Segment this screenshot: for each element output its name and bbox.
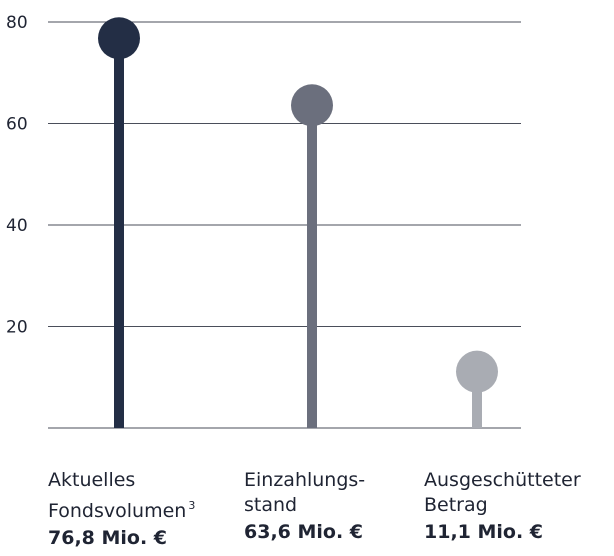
footnote-marker: 3 xyxy=(188,499,196,512)
stem-aktuelles-fondsvolumen xyxy=(114,38,124,429)
stem-ausgesch-tteter-betrag xyxy=(472,371,482,428)
category-line1: Ausgeschütteter xyxy=(424,469,581,491)
dot-ausgesch-tteter-betrag xyxy=(456,350,498,393)
category-label-ausgeschuetteter-betrag: Ausgeschütteter Betrag 11,1 Mio. € xyxy=(424,468,599,545)
dot-einzahlungsstand xyxy=(291,84,333,127)
category-line2: Betrag xyxy=(424,494,488,516)
y-tick-label-40: 40 xyxy=(6,216,28,236)
stem-einzahlungsstand xyxy=(307,105,317,428)
category-line1: Einzahlungs- xyxy=(244,469,366,491)
y-tick-label-60: 60 xyxy=(6,115,28,135)
value-label: 76,8 Mio. € xyxy=(48,527,168,549)
category-line2: Fondsvolumen xyxy=(48,500,187,522)
category-label-einzahlungsstand: Einzahlungs- stand 63,6 Mio. € xyxy=(244,468,419,545)
y-tick-label-80: 80 xyxy=(6,13,28,33)
category-label-fondsvolumen: Aktuelles Fondsvolumen 3 76,8 Mio. € xyxy=(48,468,223,551)
value-label: 63,6 Mio. € xyxy=(244,521,364,543)
category-line2: stand xyxy=(244,494,298,516)
y-tick-label-20: 20 xyxy=(6,318,28,338)
dot-aktuelles-fondsvolumen xyxy=(98,17,140,60)
category-line1: Aktuelles xyxy=(48,469,136,491)
lollipop-chart: 20 40 60 80 xyxy=(6,13,521,429)
value-label: 11,1 Mio. € xyxy=(424,521,544,543)
